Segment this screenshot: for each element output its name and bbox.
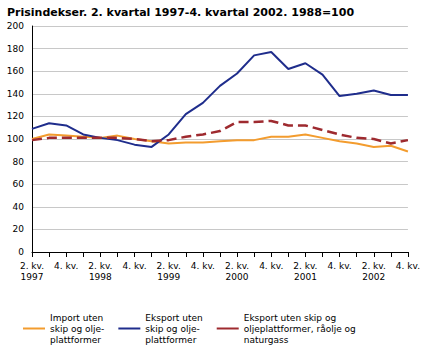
svg-text:120: 120 [7,111,24,121]
svg-text:1999: 1999 [157,272,180,282]
svg-text:skip og olje-: skip og olje- [145,324,199,334]
svg-text:160: 160 [7,66,24,76]
svg-text:2000: 2000 [226,272,249,282]
svg-text:4. kv.: 4. kv. [327,261,351,271]
svg-text:2002: 2002 [362,272,385,282]
svg-text:2. kv.: 2. kv. [225,261,249,271]
svg-text:skip og olje-: skip og olje- [50,324,104,334]
svg-text:4. kv.: 4. kv. [191,261,215,271]
svg-text:plattformer: plattformer [145,335,196,345]
svg-text:Eksport uten skip og: Eksport uten skip og [244,313,336,323]
svg-text:plattformer: plattformer [50,335,101,345]
svg-text:40: 40 [13,202,25,212]
svg-text:180: 180 [7,44,24,54]
svg-text:4. kv.: 4. kv. [54,261,78,271]
svg-text:1997: 1997 [21,272,44,282]
svg-text:Eksport uten: Eksport uten [145,313,202,323]
svg-text:2001: 2001 [294,272,317,282]
svg-text:2. kv.: 2. kv. [20,261,44,271]
svg-text:2. kv.: 2. kv. [362,261,386,271]
svg-text:Import uten: Import uten [50,313,103,323]
svg-text:oljeplattformer, råolje og: oljeplattformer, råolje og [244,324,356,334]
svg-text:2. kv.: 2. kv. [88,261,112,271]
svg-text:80: 80 [13,157,25,167]
svg-text:2. kv.: 2. kv. [293,261,317,271]
svg-text:1998: 1998 [89,272,112,282]
svg-text:4. kv.: 4. kv. [396,261,420,271]
svg-text:2. kv.: 2. kv. [157,261,181,271]
svg-text:100: 100 [7,134,24,144]
svg-text:0: 0 [18,247,24,257]
svg-text:4. kv.: 4. kv. [122,261,146,271]
svg-text:Prisindekser. 2. kvartal 1997-: Prisindekser. 2. kvartal 1997-4. kvartal… [7,6,354,19]
svg-text:60: 60 [13,179,25,189]
svg-text:naturgass: naturgass [244,335,289,345]
svg-text:4. kv.: 4. kv. [259,261,283,271]
svg-text:200: 200 [7,21,24,31]
svg-text:140: 140 [7,89,24,99]
svg-text:20: 20 [13,224,25,234]
